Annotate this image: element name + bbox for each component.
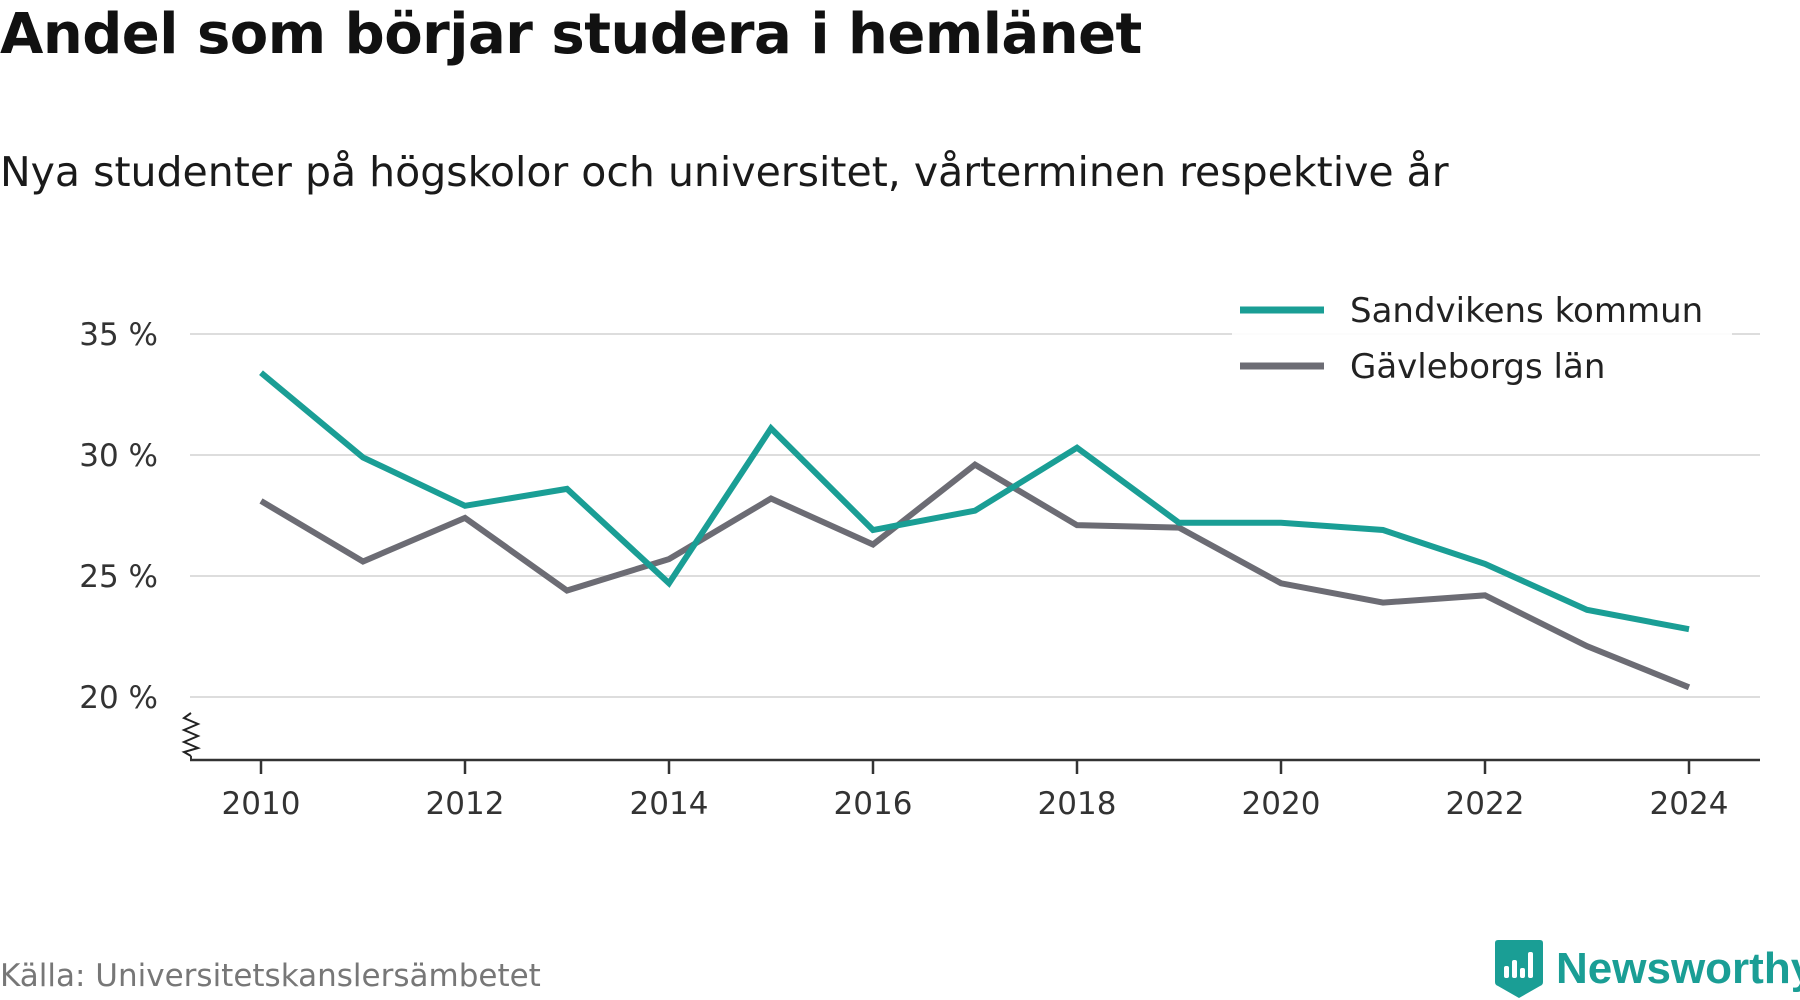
x-tick-label: 2018 xyxy=(1038,786,1117,822)
x-tick-label: 2024 xyxy=(1650,786,1729,822)
x-tick-label: 2014 xyxy=(630,786,709,822)
series-lines xyxy=(259,370,1691,691)
y-tick-label: 20 % xyxy=(79,680,158,716)
x-tick-label: 2016 xyxy=(834,786,913,822)
x-tick-label: 2020 xyxy=(1242,786,1321,822)
x-axis: 2010 2012 2014 2016 2018 2020 2022 2024 xyxy=(181,712,1760,822)
bar-chart-badge-icon xyxy=(1495,940,1543,998)
y-tick-label: 35 % xyxy=(79,317,158,353)
brand-logo: Newsworthy xyxy=(1494,938,1800,1000)
series-line xyxy=(259,461,1691,691)
axis-break-icon xyxy=(181,712,201,757)
x-tick-label: 2022 xyxy=(1446,786,1525,822)
legend-label: Sandvikens kommun xyxy=(1350,291,1703,331)
legend-label: Gävleborgs län xyxy=(1350,347,1605,387)
legend-box xyxy=(1232,278,1732,396)
y-tick-label: 25 % xyxy=(79,559,158,595)
y-tick-label: 30 % xyxy=(79,438,158,474)
x-tick-label: 2010 xyxy=(222,786,301,822)
chart-subtitle: Nya studenter på högskolor och universit… xyxy=(0,148,1449,196)
brand-name: Newsworthy xyxy=(1556,944,1800,993)
x-tick-label: 2012 xyxy=(426,786,505,822)
y-axis-ticks: 20 % 25 % 30 % 35 % xyxy=(79,317,158,716)
line-chart: 20 % 25 % 30 % 35 % 2010 2012 2014 2016 2018 202… xyxy=(79,278,1760,822)
chart-title: Andel som börjar studera i hemlänet xyxy=(0,2,1142,67)
legend: Sandvikens kommun Gävleborgs län xyxy=(1232,278,1732,396)
series-line xyxy=(259,370,1690,633)
source-note: Källa: Universitetskanslersämbetet xyxy=(0,958,541,994)
